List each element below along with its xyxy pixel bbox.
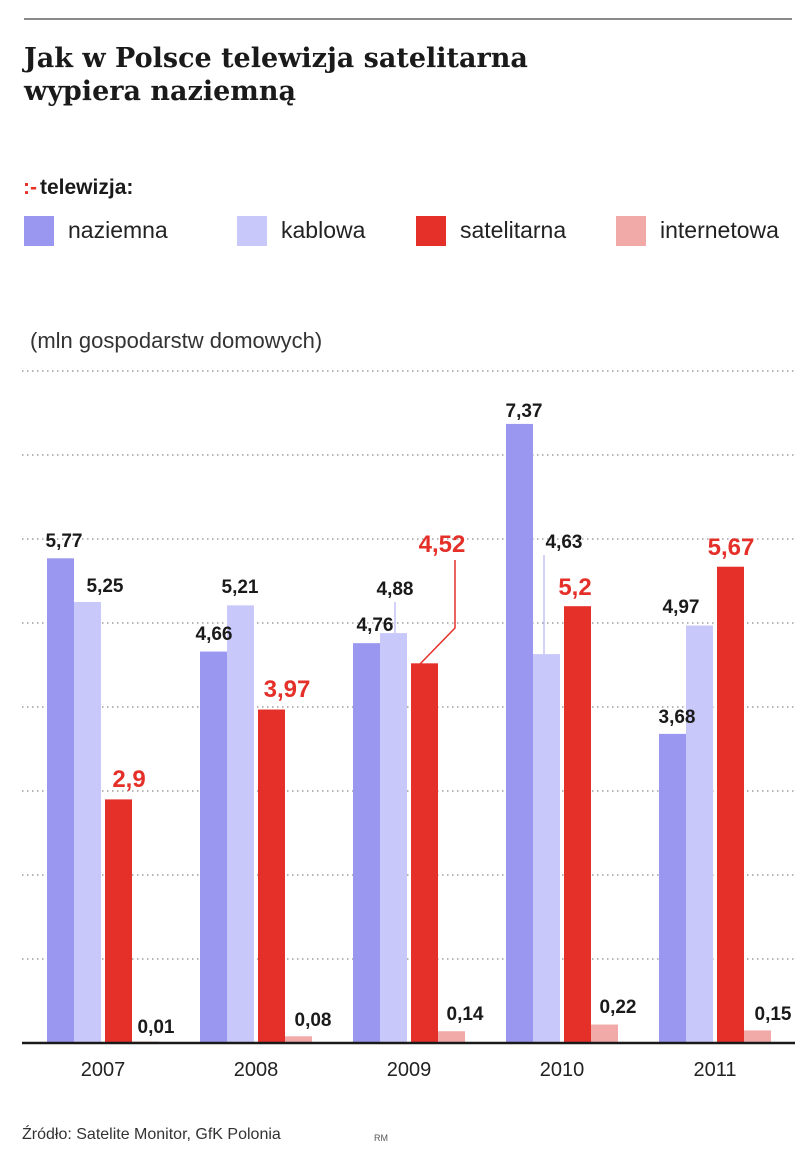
legend-heading: :- telewizja:: [23, 176, 134, 200]
legend-swatch-internetowa: [616, 216, 646, 246]
x-tick-label-2009: 2009: [387, 1059, 432, 1081]
data-label-internetowa-2008: 0,08: [295, 1010, 332, 1031]
top-rule: [24, 18, 792, 20]
bar-kablowa-2010: [533, 654, 560, 1043]
data-label-naziemna-2011: 3,68: [659, 707, 696, 728]
bar-kablowa-2009: [380, 633, 407, 1043]
bar-satelitarna-2007: [105, 799, 132, 1043]
bar-chart: 2007 2008 2009 2010 2011 5,77 5,25 2,9 0,01 4,66 5…: [22, 370, 795, 1081]
data-label-internetowa-2007: 0,01: [138, 1017, 175, 1038]
data-label-kablowa-2007: 5,25: [87, 576, 124, 597]
bar-satelitarna-2011: [717, 566, 744, 1043]
legend-swatch-naziemna: [24, 216, 54, 246]
data-label-internetowa-2010: 0,22: [600, 997, 637, 1018]
legend-label-satelitarna: satelitarna: [460, 217, 567, 243]
data-label-naziemna-2008: 4,66: [196, 624, 233, 645]
legend-swatch-kablowa: [237, 216, 267, 246]
data-label-satelitarna-2011: 5,67: [708, 534, 755, 561]
bar-naziemna-2009: [353, 643, 380, 1043]
legend-swatch-satelitarna: [416, 216, 446, 246]
legend-heading-text: telewizja:: [40, 176, 134, 199]
bar-kablowa-2011: [686, 625, 713, 1043]
source-note: Źródło: Satelite Monitor, GfK Polonia: [22, 1126, 281, 1143]
data-label-internetowa-2009: 0,14: [447, 1004, 484, 1025]
bar-naziemna-2008: [200, 651, 227, 1043]
data-label-satelitarna-2007: 2,9: [112, 766, 145, 793]
bar-satelitarna-2009: [411, 663, 438, 1043]
x-tick-label-2007: 2007: [81, 1059, 126, 1081]
data-label-satelitarna-2010: 5,2: [558, 574, 591, 601]
bar-naziemna-2007: [47, 558, 74, 1043]
bar-internetowa-2009: [438, 1031, 465, 1043]
bar-kablowa-2008: [227, 605, 254, 1043]
data-label-kablowa-2010: 4,63: [546, 532, 583, 553]
data-label-naziemna-2007: 5,77: [46, 531, 83, 552]
bar-internetowa-2011: [744, 1030, 771, 1043]
legend-heading-marker: :-: [23, 176, 37, 199]
legend-label-naziemna: naziemna: [68, 217, 168, 243]
data-label-internetowa-2011: 0,15: [755, 1004, 792, 1025]
chart-title-line-1: Jak w Polsce telewizja satelitarna: [24, 43, 528, 74]
data-label-kablowa-2011: 4,97: [663, 597, 700, 618]
data-label-naziemna-2010: 7,37: [506, 401, 543, 422]
chart-title-line-2: wypiera naziemną: [24, 76, 296, 107]
bar-kablowa-2007: [74, 602, 101, 1043]
data-label-satelitarna-2009: 4,52: [419, 531, 466, 558]
data-label-kablowa-2009: 4,88: [377, 579, 414, 600]
bar-naziemna-2010: [506, 423, 533, 1043]
x-tick-label-2008: 2008: [234, 1059, 279, 1081]
x-tick-label-2011: 2011: [693, 1059, 736, 1081]
leader-line-satelitarna-2009: [419, 560, 456, 665]
data-label-naziemna-2009: 4,76: [357, 615, 394, 636]
bar-naziemna-2011: [659, 733, 686, 1043]
legend-label-internetowa: internetowa: [660, 217, 779, 243]
bar-satelitarna-2010: [564, 606, 591, 1043]
legend-label-kablowa: kablowa: [281, 217, 366, 243]
bar-satelitarna-2008: [258, 709, 285, 1043]
bar-internetowa-2008: [285, 1036, 312, 1043]
data-label-satelitarna-2008: 3,97: [264, 676, 311, 703]
author-initials: RM: [374, 1133, 388, 1143]
bar-internetowa-2010: [591, 1024, 618, 1043]
x-tick-label-2010: 2010: [540, 1059, 585, 1081]
unit-label: (mln gospodarstw domowych): [30, 328, 323, 353]
data-label-kablowa-2008: 5,21: [222, 577, 259, 598]
chart-title: Jak w Polsce telewizja satelitarna wypie…: [24, 42, 724, 108]
